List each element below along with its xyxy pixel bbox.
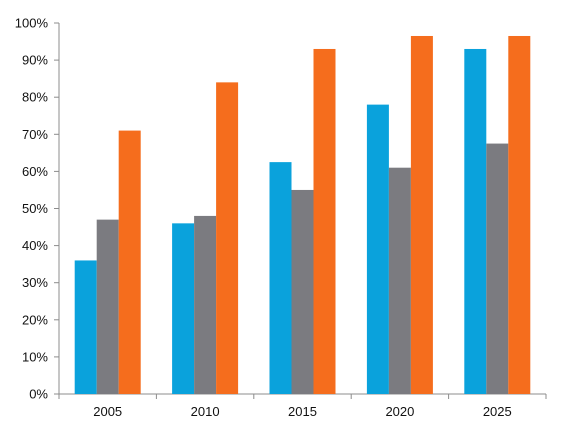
- bar-series-2-2025: [486, 143, 509, 394]
- x-tick-label: 2005: [93, 404, 122, 419]
- bar-series-3-2020: [410, 35, 433, 395]
- y-tick-label: 0%: [29, 387, 48, 402]
- y-tick-label: 30%: [22, 275, 48, 290]
- bar-series-1-2005: [74, 260, 97, 394]
- bar-series-2-2010: [194, 215, 217, 394]
- y-tick-label: 50%: [22, 201, 48, 216]
- x-tick-label: 2015: [288, 404, 317, 419]
- bar-series-2-2015: [291, 189, 314, 394]
- x-tick-label: 2010: [191, 404, 220, 419]
- bars: [74, 35, 531, 395]
- bar-series-2-2005: [96, 219, 119, 394]
- bar-series-3-2025: [508, 35, 531, 395]
- y-tick-label: 80%: [22, 90, 48, 105]
- bar-series-3-2015: [313, 48, 336, 394]
- y-tick-label: 20%: [22, 312, 48, 327]
- bar-series-2-2020: [388, 167, 411, 394]
- x-tick-label: 2025: [483, 404, 512, 419]
- bar-series-3-2010: [216, 82, 239, 395]
- bar-series-1-2015: [269, 162, 292, 394]
- bar-series-1-2020: [366, 104, 389, 395]
- y-tick-label: 70%: [22, 127, 48, 142]
- y-axis: 0% 10% 20% 30% 40% 50% 60% 70% 80% 90% 100%: [15, 16, 60, 402]
- x-axis: 2005 2010 2015 2020 2025: [58, 393, 547, 419]
- bar-series-1-2010: [172, 223, 195, 394]
- y-tick-label: 40%: [22, 238, 48, 253]
- y-tick-label: 60%: [22, 164, 48, 179]
- y-tick-label: 10%: [22, 349, 48, 364]
- bar-series-1-2025: [464, 48, 487, 394]
- y-tick-label: 100%: [15, 16, 49, 31]
- x-tick-label: 2020: [385, 404, 414, 419]
- y-tick-label: 90%: [22, 53, 48, 68]
- bar-series-3-2005: [118, 130, 141, 394]
